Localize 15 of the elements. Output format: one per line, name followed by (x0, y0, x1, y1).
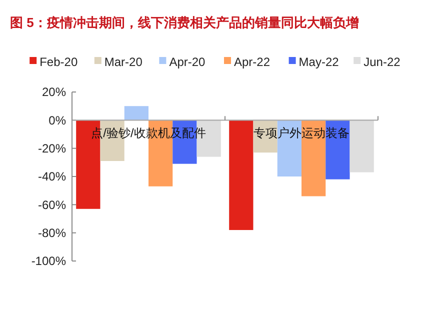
legend-label: Apr-22 (234, 55, 270, 70)
chart-title: 图 5：疫情冲击期间，线下消费相关产品的销量同比大幅负增 (10, 15, 359, 30)
x-tick-label: 专项户外运动装备 (254, 126, 350, 140)
y-tick-label: -60% (38, 198, 66, 212)
y-tick-label: -40% (38, 170, 66, 184)
legend-label: May-22 (298, 55, 340, 70)
y-tick-label: -20% (38, 142, 66, 156)
legend-label: Mar-20 (104, 55, 143, 70)
y-tick-label: 20% (42, 85, 66, 100)
y-tick-label: 0% (48, 113, 66, 128)
legend-label: Jun-22 (364, 55, 401, 70)
y-tick-label: -80% (38, 226, 66, 240)
y-tick-label: -100% (31, 254, 66, 268)
legend-label: Feb-20 (40, 55, 78, 70)
legend-label: Apr-20 (169, 55, 206, 70)
